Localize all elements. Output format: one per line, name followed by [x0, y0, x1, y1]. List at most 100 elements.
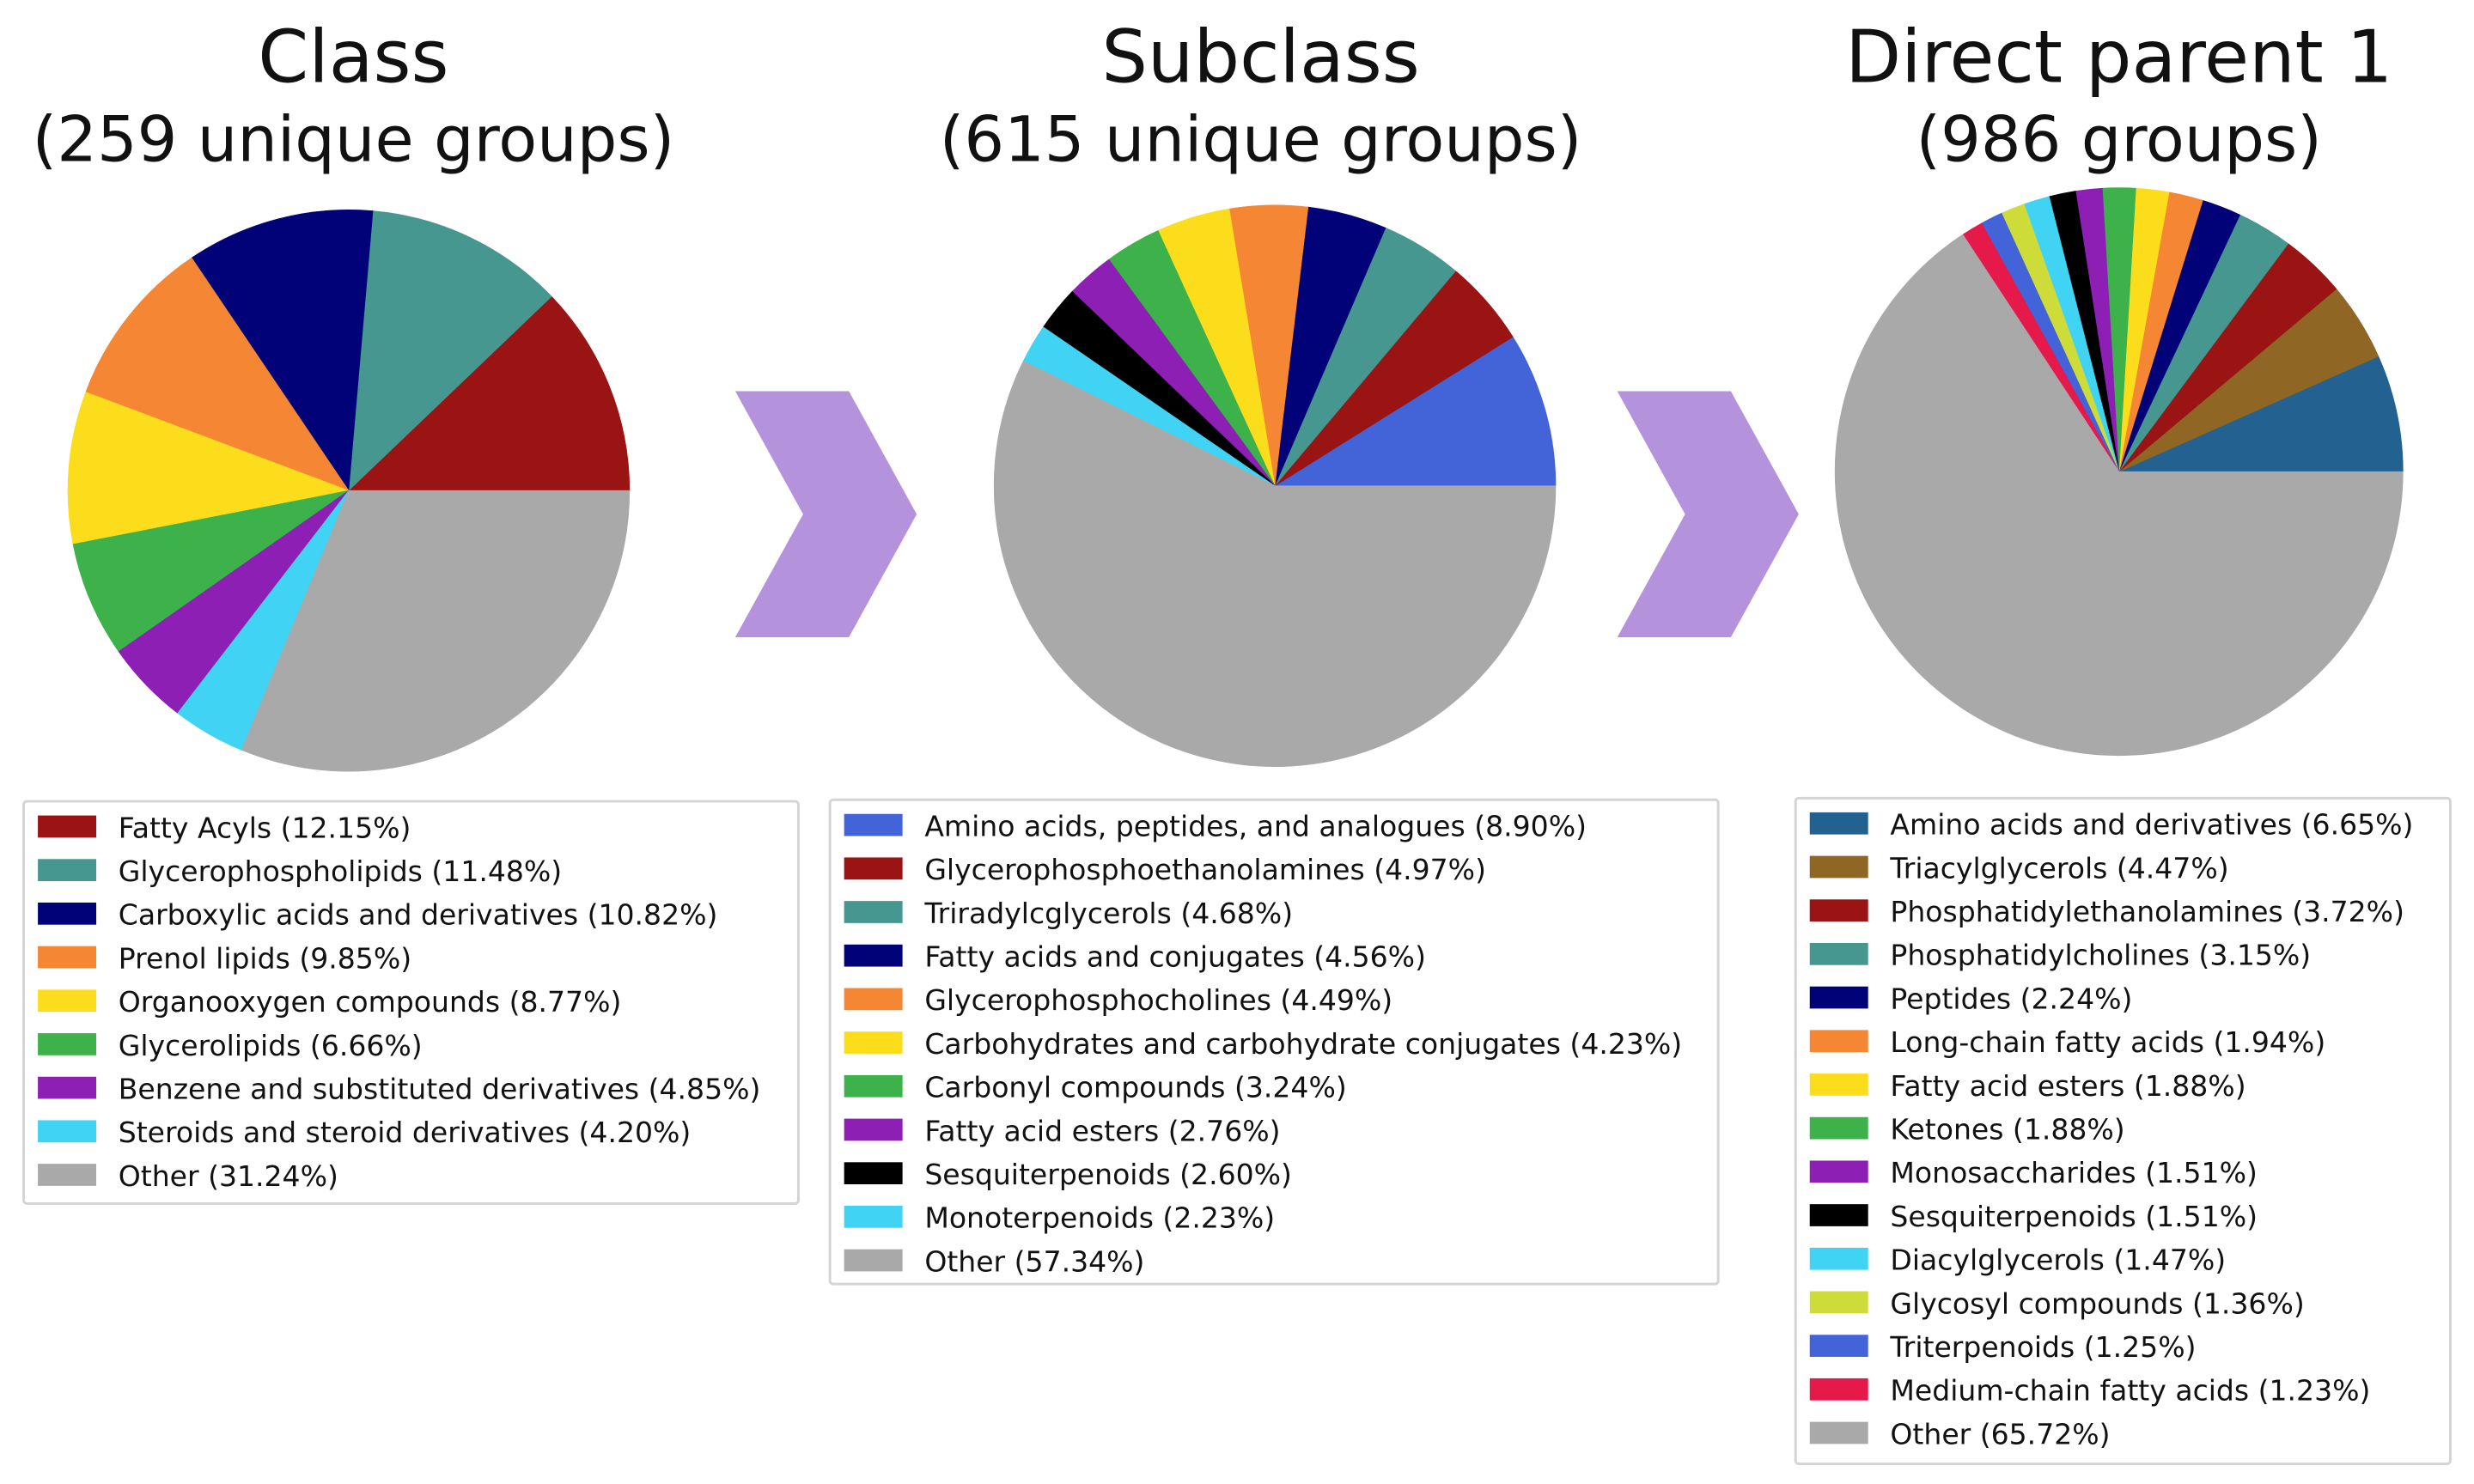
legend-label: Long-chain fatty acids (1.94%) — [1890, 1025, 2325, 1059]
legend: Fatty Acyls (12.15%) Glycerophospholipids… — [22, 800, 800, 1205]
legend-label: Glycosyl compounds (1.36%) — [1890, 1286, 2304, 1320]
pie-slice — [85, 257, 350, 491]
legend-swatch — [844, 1074, 903, 1098]
legend-label: Other (57.34%) — [924, 1244, 1144, 1278]
legend-swatch — [1809, 943, 1868, 965]
legend-label: Diacylglycerols (1.47%) — [1890, 1244, 2226, 1277]
legend-item: Monoterpenoids (2.23%) — [844, 1201, 1275, 1235]
chart-3: Direct parent 1(986 groups) Amino acids a… — [1794, 15, 2452, 1465]
legend-item: Triterpenoids (1.25%) — [1809, 1330, 2197, 1364]
legend: Amino acids, peptides, and analogues (8.… — [828, 798, 1720, 1286]
legend-label: Carbonyl compounds (3.24%) — [924, 1071, 1346, 1104]
legend-swatch — [1809, 1335, 1868, 1357]
legend-swatch — [844, 857, 903, 880]
legend-item: Diacylglycerols (1.47%) — [1809, 1244, 2226, 1277]
legend-swatch — [38, 815, 97, 838]
legend-swatch — [1809, 1421, 1868, 1444]
legend-swatch — [38, 946, 97, 969]
legend-swatch — [844, 944, 903, 967]
legend-item: Peptides (2.24%) — [1809, 982, 2132, 1015]
pie-slice — [348, 295, 631, 491]
legend-item: Other (31.24%) — [38, 1159, 338, 1193]
legend-swatch — [38, 1033, 97, 1055]
legend-label: Monoterpenoids (2.23%) — [924, 1201, 1275, 1235]
legend-swatch — [844, 988, 903, 1011]
legend-label: Monosaccharides (1.51%) — [1890, 1156, 2257, 1189]
legend-label: Phosphatidylcholines (3.15%) — [1890, 939, 2311, 972]
legend-label: Carbohydrates and carbohydrate conjugate… — [924, 1027, 1682, 1061]
flow-arrow-2 — [1617, 391, 1799, 637]
legend-label: Sesquiterpenoids (2.60%) — [924, 1158, 1292, 1191]
pie-slice — [1834, 234, 2404, 757]
legend-item: Amino acids, peptides, and analogues (8.… — [844, 809, 1587, 842]
chart-subtitle: (615 unique groups) — [940, 103, 1582, 176]
legend-item: Sesquiterpenoids (2.60%) — [844, 1158, 1292, 1191]
pie-slice — [2118, 356, 2404, 472]
pie-slice — [67, 392, 350, 545]
pie-slice — [241, 490, 631, 772]
legend-item: Fatty acid esters (1.88%) — [1809, 1069, 2246, 1103]
legend-label: Fatty Acyls (12.15%) — [119, 811, 411, 844]
legend-swatch — [1809, 855, 1868, 879]
legend: Amino acids and derivatives (6.65%) Triac… — [1794, 796, 2452, 1465]
legend-label: Triterpenoids (1.25%) — [1889, 1330, 2196, 1364]
legend-item: Glycerophospholipids (11.48%) — [38, 855, 562, 888]
legend-item: Carboxylic acids and derivatives (10.82%… — [38, 898, 717, 932]
legend-label: Other (65.72%) — [1890, 1417, 2110, 1451]
legend-item: Long-chain fatty acids (1.94%) — [1809, 1025, 2325, 1059]
legend-swatch — [1809, 1116, 1868, 1140]
legend-swatch — [844, 901, 903, 923]
legend-item: Carbonyl compounds (3.24%) — [844, 1071, 1347, 1104]
legend-item: Steroids and steroid derivatives (4.20%) — [38, 1116, 691, 1149]
legend-item: Phosphatidylethanolamines (3.72%) — [1809, 895, 2404, 928]
legend-item: Amino acids and derivatives (6.65%) — [1809, 808, 2413, 842]
legend-item: Glycerolipids (6.66%) — [38, 1029, 423, 1062]
legend-swatch — [38, 1120, 97, 1143]
legend-label: Medium-chain fatty acids (1.23%) — [1890, 1374, 2370, 1408]
legend-swatch — [844, 1118, 903, 1141]
pie-slice — [72, 490, 350, 653]
legend-label: Amino acids and derivatives (6.65%) — [1890, 808, 2413, 842]
legend-label: Organooxygen compounds (8.77%) — [119, 985, 622, 1019]
legend-swatch — [38, 1164, 97, 1186]
legend-label: Benzene and substituted derivatives (4.8… — [119, 1072, 761, 1105]
legend-label: Phosphatidylethanolamines (3.72%) — [1890, 895, 2404, 928]
legend-item: Phosphatidylcholines (3.15%) — [1809, 939, 2311, 972]
legend-swatch — [38, 1076, 97, 1099]
pie-slice — [191, 209, 374, 492]
pie-slice — [348, 210, 552, 491]
legend-item: Glycerophosphocholines (4.49%) — [844, 983, 1392, 1017]
legend-swatch — [844, 1162, 903, 1185]
legend-swatch — [1809, 1291, 1868, 1314]
legend-label: Peptides (2.24%) — [1890, 982, 2132, 1015]
legend-item: Triacylglycerols (4.47%) — [1809, 851, 2229, 885]
legend-label: Sesquiterpenoids (1.51%) — [1890, 1200, 2258, 1233]
legend-item: Other (57.34%) — [844, 1244, 1144, 1278]
legend-label: Fatty acids and conjugates (4.56%) — [924, 940, 1426, 974]
flow-arrow-1 — [734, 391, 917, 637]
chart-1: Class(259 unique groups) Fatty Acyls (12.… — [22, 15, 800, 1205]
legend-swatch — [1809, 986, 1868, 1009]
legend-frame — [828, 798, 1720, 1286]
legend-label: Glycerophosphoethanolamines (4.97%) — [924, 853, 1486, 886]
legend-item: Ketones (1.88%) — [1809, 1112, 2125, 1146]
chart-subtitle: (259 unique groups) — [33, 103, 675, 176]
legend-frame — [22, 800, 800, 1205]
legend-label: Amino acids, peptides, and analogues (8.… — [924, 809, 1587, 842]
legend-swatch — [1809, 1160, 1868, 1183]
legend-label: Fatty acid esters (1.88%) — [1890, 1069, 2245, 1103]
legend-item: Glycerophosphoethanolamines (4.97%) — [844, 853, 1486, 886]
legend-frame — [1794, 796, 2452, 1465]
legend-swatch — [844, 1249, 903, 1272]
legend-label: Glycerophospholipids (11.48%) — [119, 855, 562, 888]
chart-title: Class — [258, 15, 448, 100]
legend-item: Fatty acids and conjugates (4.56%) — [844, 940, 1426, 974]
pie-slice — [1274, 336, 1557, 487]
legend-item: Medium-chain fatty acids (1.23%) — [1809, 1374, 2370, 1408]
chart-title: Direct parent 1 — [1845, 15, 2392, 100]
legend-swatch — [38, 902, 97, 925]
legend-item: Triradylcglycerols (4.68%) — [844, 897, 1293, 930]
legend-swatch — [1809, 1030, 1868, 1053]
chart-2: Subclass(615 unique groups) Amino acids, … — [828, 15, 1720, 1286]
